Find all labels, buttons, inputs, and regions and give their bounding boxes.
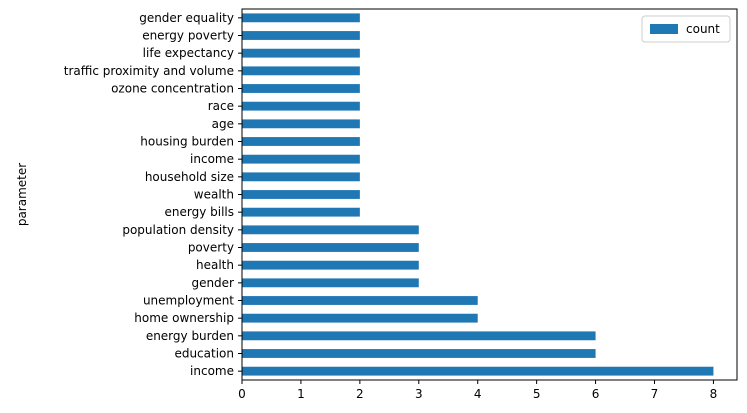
x-tick-label: 4 — [474, 387, 482, 401]
bar — [242, 84, 360, 93]
y-tick-label: income — [190, 152, 234, 166]
y-tick-label: life expectancy — [143, 46, 234, 60]
bar — [242, 119, 360, 129]
y-tick-label: age — [212, 117, 234, 131]
legend: count — [641, 15, 731, 43]
bar — [242, 66, 360, 76]
y-tick-label: income — [190, 364, 234, 378]
plot-frame — [241, 8, 738, 381]
y-tick-label: wealth — [194, 188, 234, 202]
y-tick-label: home ownership — [134, 311, 234, 325]
x-tick-label: 2 — [356, 387, 364, 401]
y-tick-label: education — [174, 347, 234, 361]
y-tick-label: population density — [122, 223, 234, 237]
y-axis-label: parameter — [15, 163, 29, 226]
legend-swatch — [650, 24, 678, 34]
bar — [242, 137, 360, 146]
y-tick-label: energy burden — [146, 329, 234, 343]
y-tick-label: poverty — [188, 241, 234, 255]
y-tick-label: unemployment — [143, 294, 234, 308]
x-tick-label: 3 — [415, 387, 423, 401]
bar — [242, 313, 478, 323]
y-tick-label: ozone concentration — [111, 82, 234, 96]
bar — [242, 349, 596, 358]
bar — [242, 296, 478, 305]
y-tick-label: traffic proximity and volume — [64, 64, 234, 78]
y-tick-label: energy poverty — [142, 29, 234, 43]
bar — [242, 48, 360, 58]
bar — [242, 154, 360, 164]
bar — [242, 260, 419, 270]
y-ticks-layer: income education energy burden home ownersh… — [64, 11, 242, 378]
y-tick-label: housing burden — [140, 135, 234, 149]
bar — [242, 101, 360, 111]
bar — [242, 190, 360, 199]
x-tick-label: 0 — [238, 387, 246, 401]
legend-label: count — [686, 22, 720, 36]
bar — [242, 243, 419, 252]
x-ticks-layer: 0 1 2 3 4 5 6 7 8 — [238, 380, 717, 401]
bar — [242, 172, 360, 182]
y-tick-label: health — [196, 258, 234, 272]
y-tick-label: household size — [145, 170, 234, 184]
bar — [242, 366, 714, 376]
y-tick-label: gender equality — [139, 11, 234, 25]
bar — [242, 13, 360, 23]
y-tick-label: energy bills — [165, 205, 235, 219]
bars-layer — [242, 13, 714, 376]
bar — [242, 31, 360, 40]
bar — [242, 207, 360, 217]
x-tick-label: 1 — [297, 387, 305, 401]
x-tick-label: 6 — [592, 387, 600, 401]
bar — [242, 225, 419, 235]
x-tick-label: 5 — [533, 387, 541, 401]
bar — [242, 278, 419, 288]
legend-box — [641, 15, 731, 43]
y-tick-label: gender — [191, 276, 234, 290]
x-tick-label: 7 — [651, 387, 659, 401]
y-tick-label: race — [208, 99, 234, 113]
bar — [242, 331, 596, 341]
x-tick-label: 8 — [710, 387, 718, 401]
